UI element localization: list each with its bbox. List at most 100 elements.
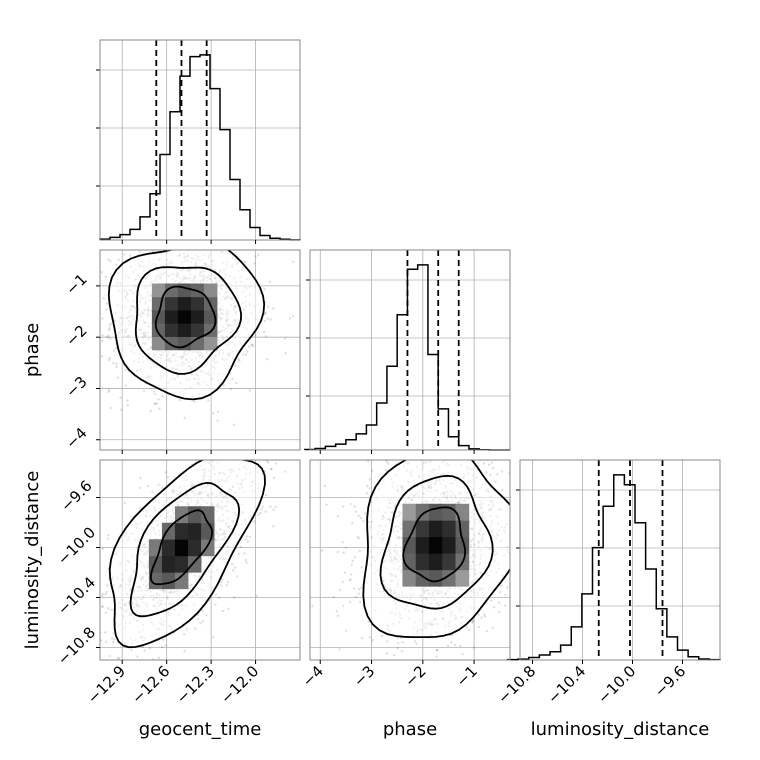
ytick-label-luminosity-distance: −9.6 — [57, 477, 95, 515]
density-cell — [442, 553, 456, 571]
density-cell — [187, 555, 202, 573]
density-cell — [151, 336, 166, 351]
xtick-label-geocent-time: −12.0 — [217, 662, 262, 707]
ylabel-luminosity-distance: luminosity_distance — [22, 471, 43, 650]
density-cell — [455, 569, 470, 587]
density-cell — [455, 520, 470, 538]
density-cell — [187, 539, 202, 557]
density-cells — [151, 283, 218, 351]
xtick-label-phase: −2 — [401, 662, 429, 690]
density-cell — [177, 283, 192, 298]
xlabel-phase: phase — [383, 719, 437, 740]
xtick-label-luminosity-distance: −10.8 — [494, 662, 539, 707]
hist-panel-luminosity-distance — [506, 459, 721, 664]
contour-line — [149, 509, 213, 586]
density-cell — [151, 323, 166, 337]
ytick-label-phase: −1 — [62, 270, 90, 298]
joint-panel-geocent-time-phase — [96, 249, 301, 454]
density-cell — [402, 503, 417, 521]
hist-step-luminosity-distance — [506, 474, 721, 661]
density-cell — [415, 553, 430, 571]
density-cell — [455, 503, 470, 521]
density-cell — [174, 539, 189, 557]
xtick-label-luminosity-distance: −10.0 — [594, 662, 639, 707]
density-cell — [174, 555, 189, 573]
density-cell — [203, 336, 218, 351]
density-cell — [415, 536, 430, 554]
density-cell — [201, 506, 215, 524]
density-cell — [174, 522, 189, 540]
joint-frame — [309, 459, 511, 661]
contour-line — [129, 481, 241, 618]
density-cell — [402, 569, 417, 587]
contour-line — [154, 285, 217, 349]
density-cell — [429, 520, 443, 538]
density-cell — [402, 536, 417, 554]
density-cell — [187, 522, 202, 540]
ytick-label-phase: −2 — [62, 321, 90, 349]
xtick-label-geocent-time: −12.6 — [128, 662, 173, 707]
density-cell — [161, 539, 176, 557]
density-cell — [442, 520, 456, 538]
density-cell — [190, 310, 205, 324]
density-cell — [177, 310, 192, 324]
joint-frame — [99, 459, 301, 661]
contour-line — [134, 266, 243, 375]
xtick-label-phase: −3 — [350, 662, 378, 690]
density-cell — [429, 536, 443, 554]
ylabel-phase: phase — [22, 323, 43, 377]
density-cell — [415, 503, 430, 521]
density-cell — [161, 572, 176, 590]
density-cell — [177, 323, 192, 337]
hist-panel-geocent-time — [96, 39, 301, 244]
ytick-label-luminosity-distance: −10.0 — [54, 523, 99, 568]
density-cell — [442, 536, 456, 554]
hist-step-geocent-time — [99, 54, 301, 241]
density-cell — [442, 503, 456, 521]
density-cell — [187, 506, 202, 524]
density-cells — [402, 503, 470, 587]
density-cell — [148, 555, 163, 573]
density-cell — [161, 555, 176, 573]
density-cell — [429, 503, 443, 521]
hist-frame — [519, 459, 721, 661]
ytick-label-phase: −4 — [62, 424, 90, 452]
xlabel-geocent-time: geocent_time — [139, 719, 262, 740]
density-cell — [164, 296, 179, 311]
ytick-label-luminosity-distance: −10.8 — [54, 623, 99, 668]
density-cell — [174, 572, 189, 590]
joint-panel-geocent-time-luminosity-distance — [96, 459, 301, 664]
density-cell — [190, 296, 205, 311]
hist-step-phase — [304, 264, 510, 451]
xtick-label-phase: −1 — [453, 662, 481, 690]
density-cell — [164, 323, 179, 337]
density-cell — [429, 553, 443, 571]
joint-panel-phase-luminosity-distance — [309, 459, 511, 664]
hist-frame — [309, 249, 511, 451]
xtick-label-geocent-time: −12.3 — [173, 662, 218, 707]
density-cell — [151, 310, 166, 324]
density-cell — [201, 539, 215, 557]
density-cell — [415, 520, 430, 538]
ytick-label-phase: −3 — [62, 373, 90, 401]
density-cell — [190, 323, 205, 337]
joint-frame — [99, 249, 301, 451]
xtick-label-phase: −4 — [299, 662, 327, 690]
density-cell — [415, 569, 430, 587]
hist-frame — [99, 39, 301, 241]
density-cell — [429, 569, 443, 587]
contour-line — [402, 506, 467, 583]
density-cell — [177, 296, 192, 311]
density-cell — [203, 283, 218, 298]
xlabel-luminosity-distance: luminosity_distance — [531, 719, 710, 740]
xtick-label-luminosity-distance: −9.6 — [651, 662, 689, 700]
xtick-label-geocent-time: −12.9 — [84, 662, 129, 707]
density-cell — [164, 336, 179, 351]
density-cell — [151, 283, 166, 298]
ytick-label-luminosity-distance: −10.4 — [54, 573, 99, 618]
contour-line — [379, 474, 494, 610]
density-cell — [151, 296, 166, 311]
xtick-label-luminosity-distance: −10.4 — [544, 662, 589, 707]
hist-panel-phase — [304, 249, 511, 454]
